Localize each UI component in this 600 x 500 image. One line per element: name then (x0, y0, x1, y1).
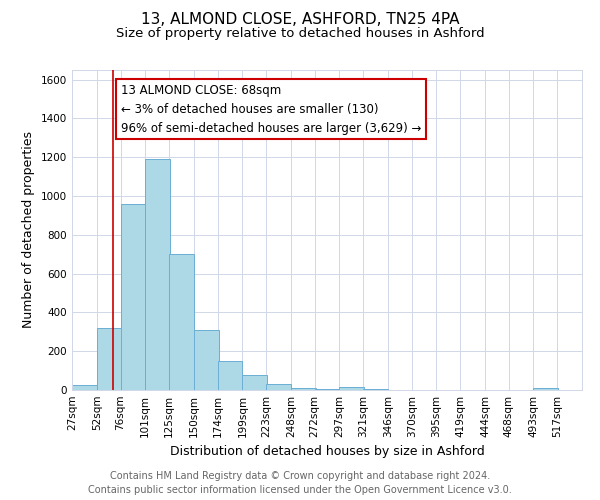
Text: 13 ALMOND CLOSE: 68sqm
← 3% of detached houses are smaller (130)
96% of semi-det: 13 ALMOND CLOSE: 68sqm ← 3% of detached … (121, 84, 421, 134)
Y-axis label: Number of detached properties: Number of detached properties (22, 132, 35, 328)
Bar (145, 159, 170, 390)
Text: Size of property relative to detached houses in Ashford: Size of property relative to detached ho… (116, 28, 484, 40)
Bar (314, 389, 340, 390)
Text: Contains HM Land Registry data © Crown copyright and database right 2024.
Contai: Contains HM Land Registry data © Crown c… (88, 471, 512, 495)
Bar (72, 385, 97, 390)
Bar (121, 204, 145, 390)
X-axis label: Distribution of detached houses by size in Ashford: Distribution of detached houses by size … (170, 446, 484, 458)
Bar (242, 376, 267, 390)
Bar (340, 387, 364, 390)
Bar (533, 388, 558, 390)
Bar (194, 330, 218, 390)
Bar (266, 384, 291, 390)
Text: 13, ALMOND CLOSE, ASHFORD, TN25 4PA: 13, ALMOND CLOSE, ASHFORD, TN25 4PA (141, 12, 459, 28)
Bar (291, 388, 316, 390)
Bar (97, 328, 122, 390)
Bar (218, 361, 242, 390)
Bar (169, 254, 194, 390)
